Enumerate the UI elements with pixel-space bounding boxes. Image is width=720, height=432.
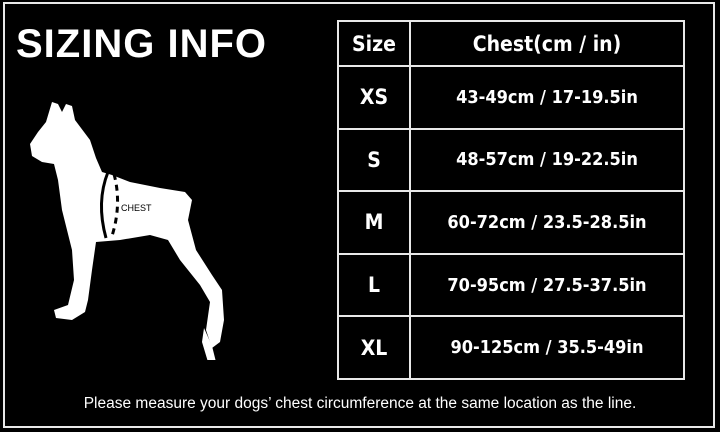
table-row: XS 43-49cm / 17-19.5in <box>337 65 685 130</box>
size-cell: M <box>337 190 411 255</box>
chest-cell: 60-72cm / 23.5-28.5in <box>409 190 685 255</box>
dog-silhouette-icon: CHEST <box>30 102 224 360</box>
table-header-row: Size Chest(cm / in) <box>337 20 685 67</box>
measurement-note: Please measure your dogs’ chest circumfe… <box>83 395 637 412</box>
table-row: L 70-95cm / 27.5-37.5in <box>337 252 685 318</box>
outer-border <box>3 2 715 428</box>
size-table: Size Chest(cm / in) XS 43-49cm / 17-19.5i… <box>337 20 685 380</box>
header-chest: Chest(cm / in) <box>409 20 685 67</box>
size-cell: XL <box>337 315 411 380</box>
table-row: M 60-72cm / 23.5-28.5in <box>337 190 685 255</box>
chest-cell: 48-57cm / 19-22.5in <box>409 127 685 193</box>
chest-cell: 90-125cm / 35.5-49in <box>409 315 685 380</box>
size-cell: S <box>337 127 411 193</box>
chest-cell: 43-49cm / 17-19.5in <box>409 65 685 130</box>
table-row: S 48-57cm / 19-22.5in <box>337 127 685 193</box>
size-cell: L <box>337 252 411 318</box>
size-cell: XS <box>337 65 411 130</box>
chest-label: CHEST <box>121 203 152 213</box>
table-row: XL 90-125cm / 35.5-49in <box>337 315 685 380</box>
chest-cell: 70-95cm / 27.5-37.5in <box>409 252 685 318</box>
header-size: Size <box>337 20 411 67</box>
page-title: SIZING INFO <box>16 22 267 66</box>
